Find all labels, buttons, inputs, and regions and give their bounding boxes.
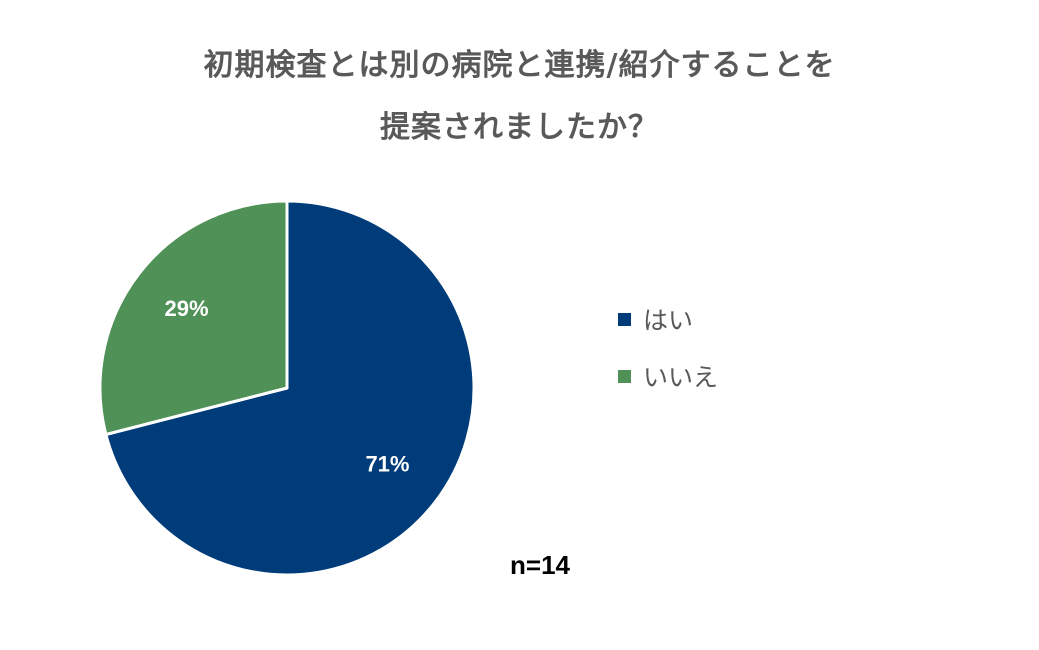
legend-item-no: いいえ [618,359,718,393]
legend-swatch-yes [618,312,631,326]
pie-slice-label-yes: 71% [365,452,409,477]
pie-slice-yes [104,199,476,577]
legend-swatch-no [618,369,631,383]
pie-slice-label-no: 29% [165,296,209,321]
legend-label-yes: はい [643,306,694,335]
legend: はい いいえ [618,302,718,416]
pie-slice-no [98,199,289,437]
chart-title-line-1: 初期検査とは別の病院と連携/紹介することを [203,48,836,83]
chart-title-line-2: 提案されましたか？ [380,110,659,145]
sample-size-note: n=14 [510,550,570,580]
legend-label-no: いいえ [643,363,719,392]
legend-item-yes: はい [618,302,718,336]
